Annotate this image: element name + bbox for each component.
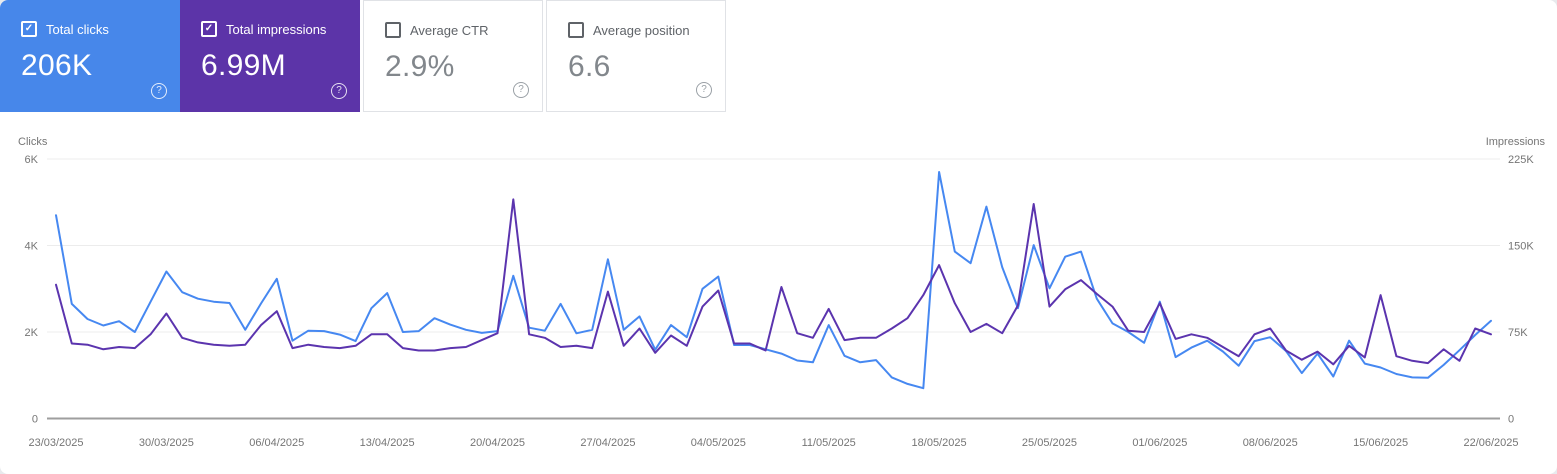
help-icon[interactable]: ? [151, 83, 167, 99]
left-axis-tick: 0 [32, 414, 38, 426]
series-line-left[interactable] [55, 171, 1492, 390]
help-icon[interactable]: ? [696, 82, 712, 98]
card-value: 6.99M [201, 49, 286, 82]
right-axis-tick: 225K [1508, 154, 1534, 166]
x-axis-tick: 04/05/2025 [691, 437, 746, 449]
card-label: Average CTR [410, 22, 489, 38]
x-axis-tick: 15/06/2025 [1353, 437, 1408, 449]
card-label: Total clicks [46, 21, 109, 37]
chart-area: 6K 4K 2K 0 225K 150K 75K 0 Clicks Impressions 23/0… [0, 130, 1557, 474]
x-axis-tick: 08/06/2025 [1243, 437, 1298, 449]
checkbox-unchecked-icon[interactable] [568, 22, 584, 38]
x-axis-tick: 22/06/2025 [1463, 437, 1518, 449]
left-axis-tick: 6K [25, 154, 39, 166]
card-value: 2.9% [385, 50, 455, 83]
x-axis-tick: 13/04/2025 [360, 437, 415, 449]
x-axis-tick: 18/05/2025 [912, 437, 967, 449]
left-axis-tick: 2K [25, 327, 39, 339]
checkbox-unchecked-icon[interactable] [385, 22, 401, 38]
x-axis-tick: 20/04/2025 [470, 437, 525, 449]
x-axis-tick: 30/03/2025 [139, 437, 194, 449]
x-axis-tick: 27/04/2025 [580, 437, 635, 449]
card-header: ✓ Total impressions [201, 21, 360, 37]
performance-chart[interactable]: 6K 4K 2K 0 225K 150K 75K 0 Clicks Impressions 23/0… [0, 130, 1557, 474]
x-axis-tick: 06/04/2025 [249, 437, 304, 449]
card-header: Average position [568, 22, 725, 38]
card-header: ✓ Total clicks [21, 21, 180, 37]
metric-card-average-position[interactable]: Average position 6.6 ? [546, 0, 726, 112]
right-axis-title: Impressions [1486, 136, 1546, 148]
right-axis-tick: 75K [1508, 327, 1528, 339]
series-line-right[interactable] [55, 198, 1492, 366]
left-axis-tick: 4K [25, 241, 39, 253]
metric-card-total-clicks[interactable]: ✓ Total clicks 206K ? [0, 0, 180, 112]
card-value: 6.6 [568, 50, 611, 83]
left-axis-title: Clicks [18, 136, 48, 148]
card-label: Total impressions [226, 21, 327, 37]
checkbox-checked-icon[interactable]: ✓ [201, 21, 217, 37]
x-axis-tick: 01/06/2025 [1132, 437, 1187, 449]
help-icon[interactable]: ? [513, 82, 529, 98]
metric-card-total-impressions[interactable]: ✓ Total impressions 6.99M ? [180, 0, 360, 112]
card-label: Average position [593, 22, 690, 38]
right-axis-tick: 150K [1508, 241, 1534, 253]
card-value: 206K [21, 49, 93, 82]
x-axis-tick: 25/05/2025 [1022, 437, 1077, 449]
checkbox-checked-icon[interactable]: ✓ [21, 21, 37, 37]
right-axis-tick: 0 [1508, 414, 1514, 426]
help-icon[interactable]: ? [331, 83, 347, 99]
metric-cards-row: ✓ Total clicks 206K ? ✓ Total impression… [0, 0, 726, 112]
card-header: Average CTR [385, 22, 542, 38]
x-axis-tick: 11/05/2025 [802, 437, 856, 449]
metric-card-average-ctr[interactable]: Average CTR 2.9% ? [363, 0, 543, 112]
x-axis-tick: 23/03/2025 [28, 437, 83, 449]
